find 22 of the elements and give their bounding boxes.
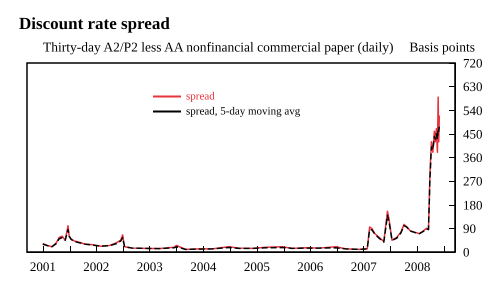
x-tick-label: 2001 xyxy=(30,259,56,274)
x-tick-label: 2002 xyxy=(83,259,110,274)
y-tick-label: 630 xyxy=(463,79,482,94)
x-tick-label: 2003 xyxy=(136,259,163,274)
legend-label: spread, 5-day moving avg xyxy=(186,106,301,118)
x-tick-label: 2004 xyxy=(190,259,217,274)
y-tick-label: 180 xyxy=(463,197,482,212)
y-tick-label: 540 xyxy=(463,102,482,118)
legend-label: spread xyxy=(186,90,216,102)
y-tick-label: 0 xyxy=(463,244,470,260)
x-tick-label: 2007 xyxy=(350,259,378,274)
chart-subtitle: Thirty-day A2/P2 less AA nonfinancial commercial paper (daily) xyxy=(43,40,394,54)
y-tick-label: 90 xyxy=(463,220,476,236)
y-tick-label: 270 xyxy=(463,174,482,189)
x-tick-label: 2006 xyxy=(297,259,324,274)
y-tick-label: 720 xyxy=(463,56,482,70)
x-tick-label: 2005 xyxy=(244,259,270,274)
chart-title: Discount rate spread xyxy=(19,14,170,33)
y-tick-label: 450 xyxy=(463,126,482,142)
y-tick-label: 360 xyxy=(463,150,482,165)
y-axis-title: Basis points xyxy=(409,40,476,54)
x-tick-label: 2008 xyxy=(404,259,430,274)
